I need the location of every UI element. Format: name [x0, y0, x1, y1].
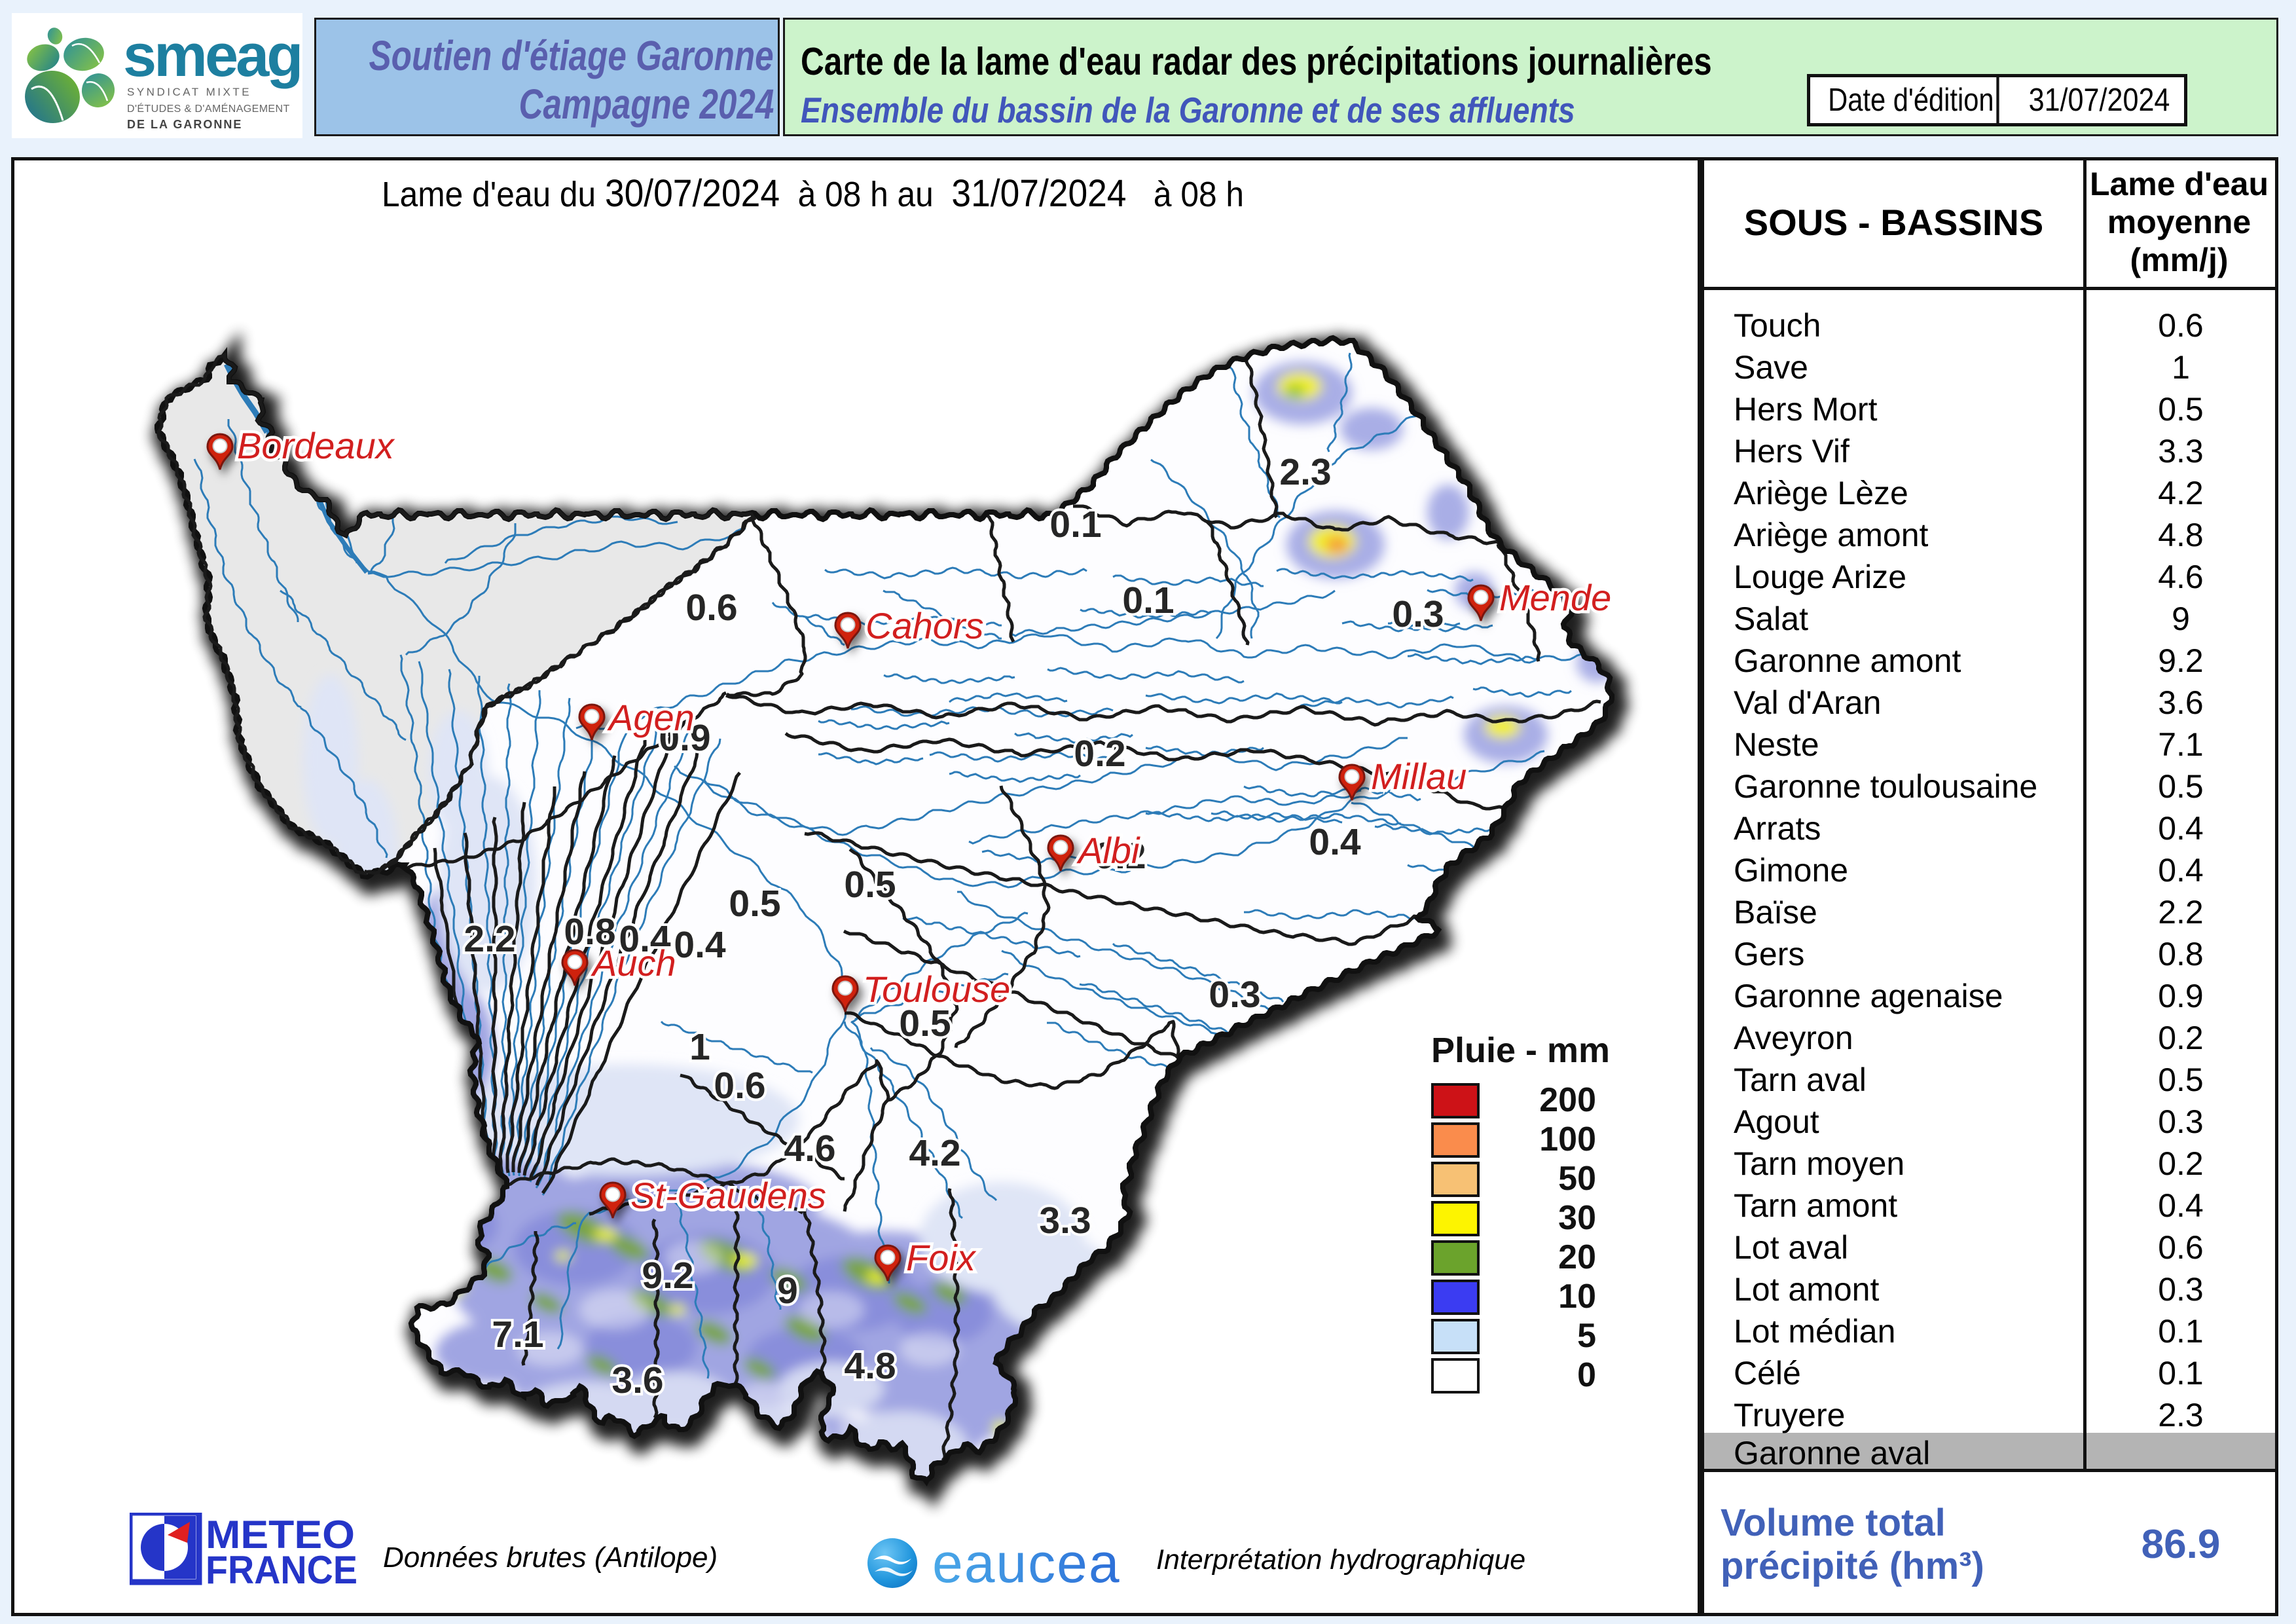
svg-text:St-Gaudens: St-Gaudens: [630, 1175, 826, 1216]
svg-text:0.2: 0.2: [1074, 733, 1125, 775]
svg-text:Auch: Auch: [591, 942, 676, 984]
svg-text:Agen: Agen: [607, 697, 695, 738]
svg-text:0.4: 0.4: [674, 924, 726, 966]
svg-text:50: 50: [1558, 1160, 1596, 1198]
svg-text:10: 10: [1558, 1278, 1596, 1316]
svg-text:0.5: 0.5: [899, 1003, 951, 1044]
svg-text:FRANCE: FRANCE: [206, 1548, 357, 1588]
svg-text:SYNDICAT MIXTE: SYNDICAT MIXTE: [127, 86, 251, 98]
svg-text:0.3: 0.3: [1209, 974, 1260, 1016]
svg-text:smeag: smeag: [123, 22, 301, 89]
svg-text:200: 200: [1539, 1081, 1596, 1119]
svg-text:Toulouse: Toulouse: [863, 969, 1010, 1010]
svg-text:100: 100: [1539, 1120, 1596, 1158]
svg-text:3.6: 3.6: [611, 1359, 663, 1401]
svg-text:0.1: 0.1: [1049, 504, 1101, 545]
svg-text:D'ÉTUDES & D'AMÉNAGEMENT: D'ÉTUDES & D'AMÉNAGEMENT: [127, 102, 290, 115]
svg-text:Foix: Foix: [906, 1237, 977, 1278]
svg-text:2.2: 2.2: [464, 918, 515, 960]
svg-text:4.6: 4.6: [784, 1128, 835, 1170]
svg-text:0.5: 0.5: [729, 883, 780, 925]
svg-text:30: 30: [1558, 1199, 1596, 1237]
svg-text:Bordeaux: Bordeaux: [237, 425, 395, 466]
svg-text:0.6: 0.6: [685, 587, 737, 629]
svg-text:Pluie - mm: Pluie - mm: [1431, 1031, 1610, 1070]
svg-text:0.3: 0.3: [1392, 593, 1444, 635]
svg-text:Mende: Mende: [1499, 577, 1611, 618]
svg-text:Albi: Albi: [1076, 830, 1140, 871]
svg-text:3.3: 3.3: [1039, 1200, 1091, 1242]
svg-text:20: 20: [1558, 1238, 1596, 1276]
svg-text:0.2: 0.2: [1094, 835, 1146, 877]
svg-text:9: 9: [777, 1270, 798, 1312]
svg-text:5: 5: [1577, 1317, 1596, 1355]
svg-text:eaucea: eaucea: [932, 1532, 1121, 1594]
svg-text:7.1: 7.1: [492, 1314, 543, 1356]
svg-text:0: 0: [1577, 1356, 1596, 1394]
svg-text:0.6: 0.6: [714, 1065, 765, 1107]
svg-text:2.3: 2.3: [1279, 451, 1331, 493]
svg-text:0.4: 0.4: [1309, 821, 1361, 863]
svg-text:0.8: 0.8: [564, 911, 615, 953]
svg-text:0.9: 0.9: [659, 717, 710, 759]
svg-text:1: 1: [689, 1026, 710, 1068]
svg-text:METEO: METEO: [206, 1513, 355, 1557]
svg-text:0.1: 0.1: [1122, 580, 1174, 621]
svg-text:DE LA GARONNE: DE LA GARONNE: [127, 118, 242, 131]
svg-text:Millau: Millau: [1371, 756, 1467, 797]
svg-text:4.2: 4.2: [909, 1132, 960, 1174]
svg-text:9.2: 9.2: [642, 1255, 693, 1297]
svg-text:4.8: 4.8: [844, 1345, 896, 1387]
svg-text:Cahors: Cahors: [866, 605, 984, 646]
svg-text:0.4: 0.4: [619, 918, 671, 960]
svg-text:0.5: 0.5: [844, 864, 896, 906]
